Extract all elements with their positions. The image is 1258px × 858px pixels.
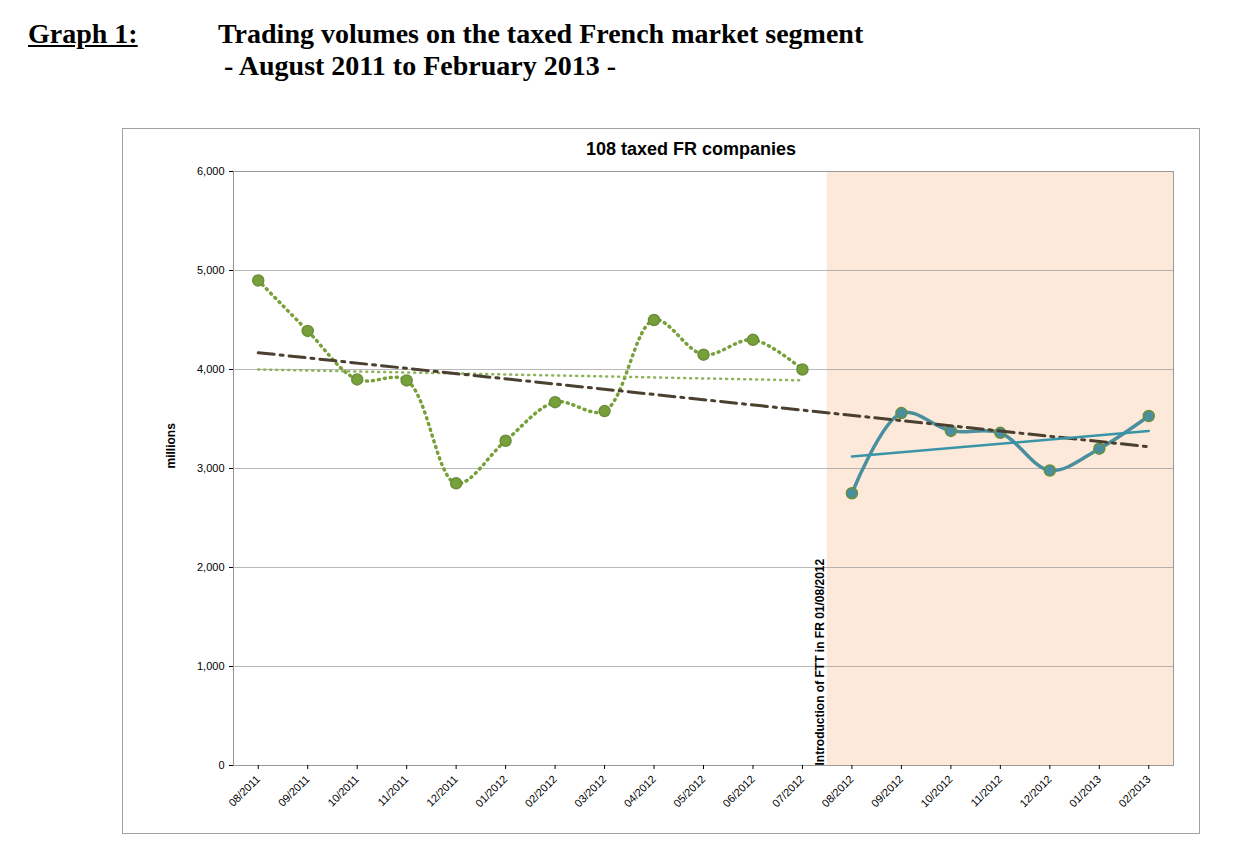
html-text:Trading volumes on the taxed F: Trading volumes on the taxed French mark… — [218, 18, 864, 49]
svg-text:5,000: 5,000 — [197, 264, 225, 276]
svg-text:08/2011: 08/2011 — [226, 773, 262, 809]
svg-text:6,000: 6,000 — [197, 165, 225, 177]
svg-text:1,000: 1,000 — [197, 660, 225, 672]
svg-text:4,000: 4,000 — [197, 363, 225, 375]
html-text:- August 2011 to February 2013: - August 2011 to February 2013 - — [224, 50, 616, 81]
svg-text:12/2012: 12/2012 — [1017, 773, 1054, 810]
svg-text:01/2012: 01/2012 — [473, 773, 510, 810]
svg-text:02/2013: 02/2013 — [1116, 773, 1153, 810]
svg-text:0: 0 — [218, 759, 224, 771]
svg-text:09/2011: 09/2011 — [276, 773, 312, 809]
svg-text:06/2012: 06/2012 — [720, 773, 757, 810]
svg-text:08/2012: 08/2012 — [819, 773, 856, 810]
svg-text:11/2011: 11/2011 — [375, 773, 410, 808]
svg-text:11/2012: 11/2012 — [968, 773, 1004, 809]
svg-text:03/2012: 03/2012 — [572, 773, 609, 810]
svg-text:10/2012: 10/2012 — [918, 773, 955, 810]
svg-text:2,000: 2,000 — [197, 561, 225, 573]
svg-text:04/2012: 04/2012 — [621, 773, 658, 810]
svg-text:12/2011: 12/2011 — [424, 773, 460, 809]
svg-text:01/2013: 01/2013 — [1067, 773, 1104, 810]
html-text:108 taxed FR companies: 108 taxed FR companies — [586, 139, 796, 159]
svg-text:09/2012: 09/2012 — [869, 773, 906, 810]
svg-text:Introduction of FTT in FR 01/0: Introduction of FTT in FR 01/08/2012 — [813, 558, 827, 765]
svg-text:millions: millions — [164, 423, 178, 469]
svg-text:07/2012: 07/2012 — [770, 773, 807, 810]
html-text:Graph 1:: Graph 1: — [28, 18, 138, 49]
svg-text:05/2012: 05/2012 — [671, 773, 708, 810]
svg-text:3,000: 3,000 — [197, 462, 225, 474]
svg-text:02/2012: 02/2012 — [522, 773, 559, 810]
svg-text:10/2011: 10/2011 — [325, 773, 361, 809]
